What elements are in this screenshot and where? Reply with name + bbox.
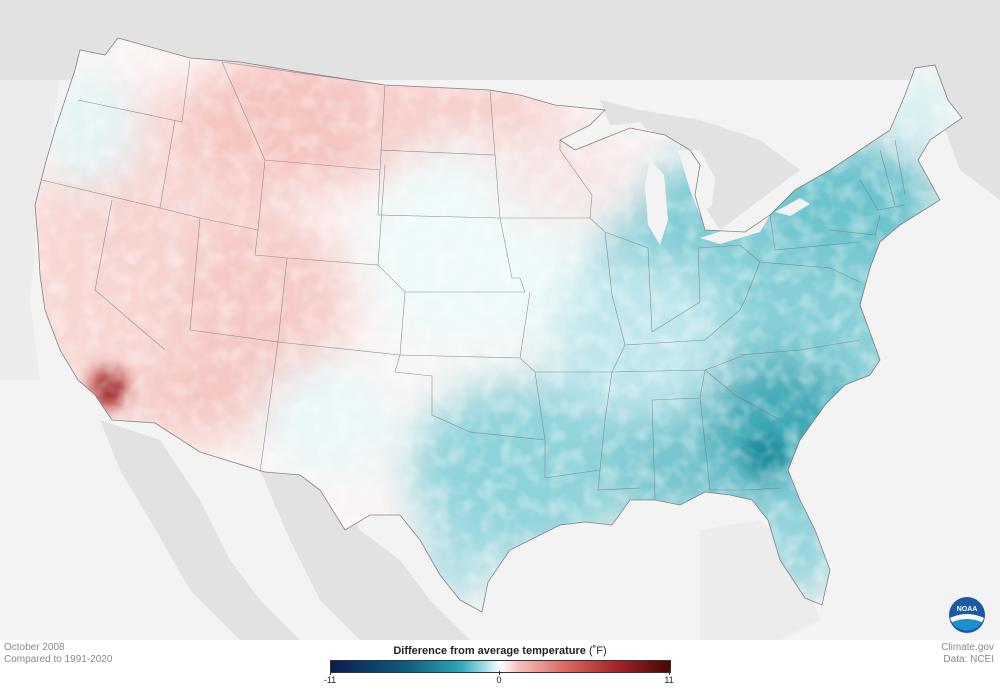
state-borders: [34, 37, 963, 613]
great-lakes: [590, 122, 810, 245]
legend-tick-mark-mid: [499, 671, 500, 675]
legend-mid-label: 0: [496, 675, 502, 685]
legend-title: Difference from average temperature (˚F): [330, 645, 670, 657]
legend-tick-mark-max: [669, 671, 670, 675]
noaa-logo-text: NOAA: [957, 606, 978, 613]
legend-max-label: 11: [664, 675, 674, 685]
source-data: Data: NCEI: [943, 654, 994, 665]
map-period: October 2008: [4, 642, 65, 653]
legend-title-text: Difference from average temperature: [393, 645, 586, 657]
footer: October 2008 Compared to 1991-2020 Diffe…: [0, 640, 1000, 690]
map-baseline: Compared to 1991-2020: [4, 654, 113, 665]
legend-tick-mark-min: [330, 671, 331, 675]
temperature-anomaly-map: [0, 0, 1000, 640]
map-meta: October 2008 Compared to 1991-2020: [4, 642, 112, 666]
legend-color-bar: [330, 660, 671, 673]
noaa-logo-icon: NOAA: [949, 597, 985, 633]
source-credits: Climate.gov Data: NCEI: [941, 642, 994, 666]
legend-min-label: -11: [323, 675, 337, 685]
source-site: Climate.gov: [941, 642, 994, 653]
legend-unit: (˚F): [588, 645, 607, 657]
